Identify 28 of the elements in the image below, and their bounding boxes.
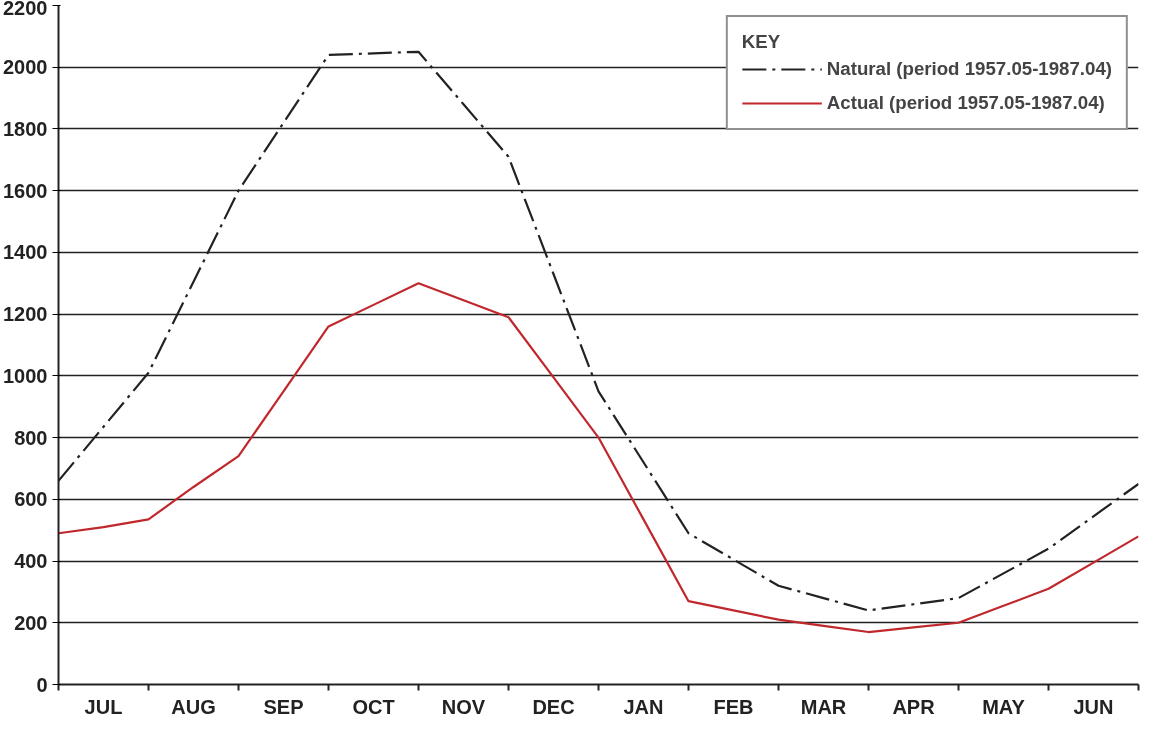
y-tick-label: 2000 <box>3 56 48 79</box>
x-tick-label: NOV <box>441 695 486 718</box>
x-tick-label: MAY <box>982 695 1026 718</box>
x-tick-label: AUG <box>171 695 216 718</box>
x-tick-label: JAN <box>623 695 664 718</box>
y-tick-label: 600 <box>14 488 48 511</box>
x-tick-label: APR <box>892 695 936 718</box>
y-tick-label: 2200 <box>3 0 48 19</box>
y-tick-label: 1600 <box>3 179 48 202</box>
y-tick-label: 1400 <box>3 241 48 264</box>
y-tick-label: 1800 <box>3 117 48 140</box>
line-series <box>58 282 1139 634</box>
x-tick-label: OCT <box>352 695 395 718</box>
x-tick-label: DEC <box>532 695 575 718</box>
x-tick-label: FEB <box>713 695 754 718</box>
x-tick-label: MAR <box>800 695 847 718</box>
legend-label: Natural (period 1957.05-1987.04) <box>826 58 1112 80</box>
y-tick-label: 1000 <box>3 364 48 387</box>
y-tick-label: 800 <box>14 426 48 449</box>
x-tick-label: SEP <box>263 695 304 718</box>
legend-title: KEY <box>741 31 782 53</box>
y-tick-label: 400 <box>14 550 48 573</box>
legend-label: Actual (period 1957.05-1987.04) <box>826 92 1105 114</box>
y-tick-label: 1200 <box>3 303 48 326</box>
y-tick-label: 200 <box>14 611 48 634</box>
x-tick-label: JUN <box>1073 695 1114 718</box>
x-tick-label: JUL <box>84 695 123 718</box>
y-tick-label: 0 <box>36 673 48 696</box>
